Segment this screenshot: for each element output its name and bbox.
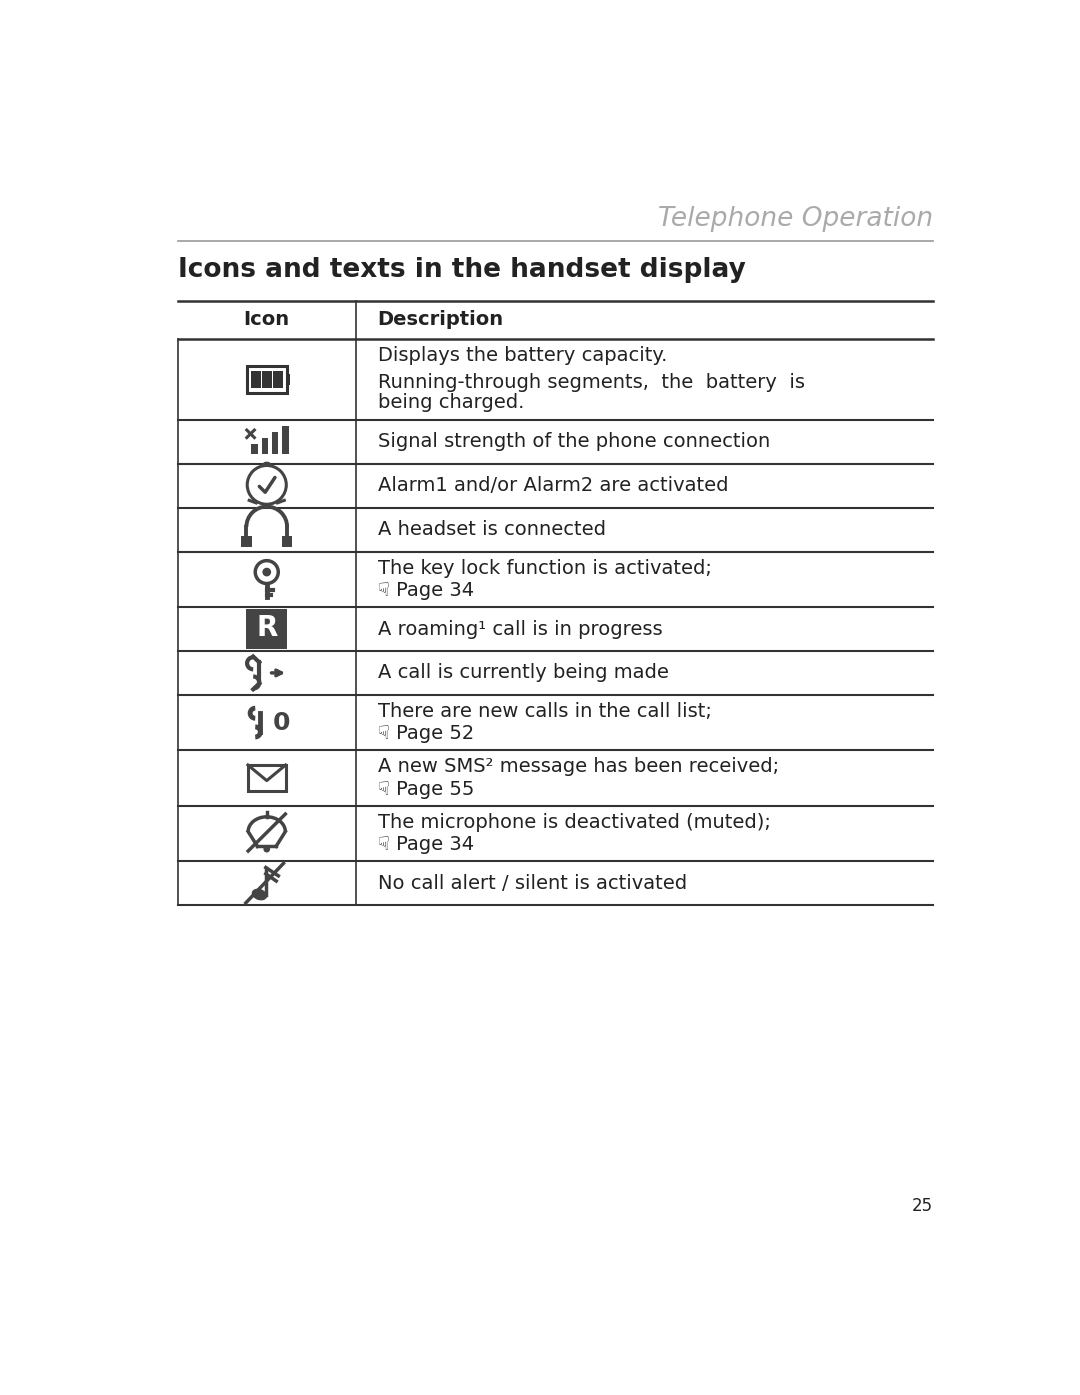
Text: A call is currently being made: A call is currently being made	[378, 664, 669, 682]
Text: R: R	[256, 614, 278, 643]
Text: There are new calls in the call list;: There are new calls in the call list;	[378, 702, 712, 721]
Text: A headset is connected: A headset is connected	[378, 520, 606, 540]
Text: A new SMS² message has been received;: A new SMS² message has been received;	[378, 757, 779, 777]
Text: ☟ Page 52: ☟ Page 52	[378, 724, 474, 744]
Text: Telephone Operation: Telephone Operation	[658, 206, 933, 232]
Bar	[286, 374, 291, 385]
Text: Description: Description	[378, 310, 503, 329]
Bar	[273, 371, 283, 388]
Circle shape	[255, 561, 279, 583]
Bar	[248, 764, 285, 791]
Bar	[241, 537, 252, 547]
Ellipse shape	[252, 889, 267, 900]
Text: A roaming¹ call is in progress: A roaming¹ call is in progress	[378, 619, 662, 639]
Text: The microphone is deactivated (muted);: The microphone is deactivated (muted);	[378, 813, 770, 831]
Text: No call alert / silent is activated: No call alert / silent is activated	[378, 873, 687, 893]
Bar	[272, 432, 279, 453]
Text: ☟ Page 34: ☟ Page 34	[378, 580, 474, 600]
Circle shape	[247, 466, 286, 504]
Bar	[247, 367, 286, 393]
Circle shape	[264, 845, 270, 852]
Bar	[251, 371, 260, 388]
Bar	[246, 608, 287, 649]
Text: being charged.: being charged.	[378, 392, 524, 412]
Text: Signal strength of the phone connection: Signal strength of the phone connection	[378, 432, 770, 452]
Text: Running-through segments,  the  battery  is: Running-through segments, the battery is	[378, 374, 805, 392]
Bar	[282, 537, 293, 547]
Text: ☟ Page 55: ☟ Page 55	[378, 780, 474, 798]
Bar	[261, 371, 272, 388]
Text: 0: 0	[273, 710, 291, 735]
Text: Icon: Icon	[244, 310, 289, 329]
Text: 25: 25	[913, 1197, 933, 1215]
Bar	[282, 425, 288, 453]
Bar	[252, 444, 258, 453]
Text: ☟ Page 34: ☟ Page 34	[378, 836, 474, 854]
Circle shape	[262, 568, 271, 576]
Text: Displays the battery capacity.: Displays the battery capacity.	[378, 346, 667, 364]
Text: Alarm1 and/or Alarm2 are activated: Alarm1 and/or Alarm2 are activated	[378, 476, 728, 495]
Text: Icons and texts in the handset display: Icons and texts in the handset display	[177, 258, 745, 283]
Bar	[261, 438, 268, 453]
Text: The key lock function is activated;: The key lock function is activated;	[378, 559, 712, 578]
